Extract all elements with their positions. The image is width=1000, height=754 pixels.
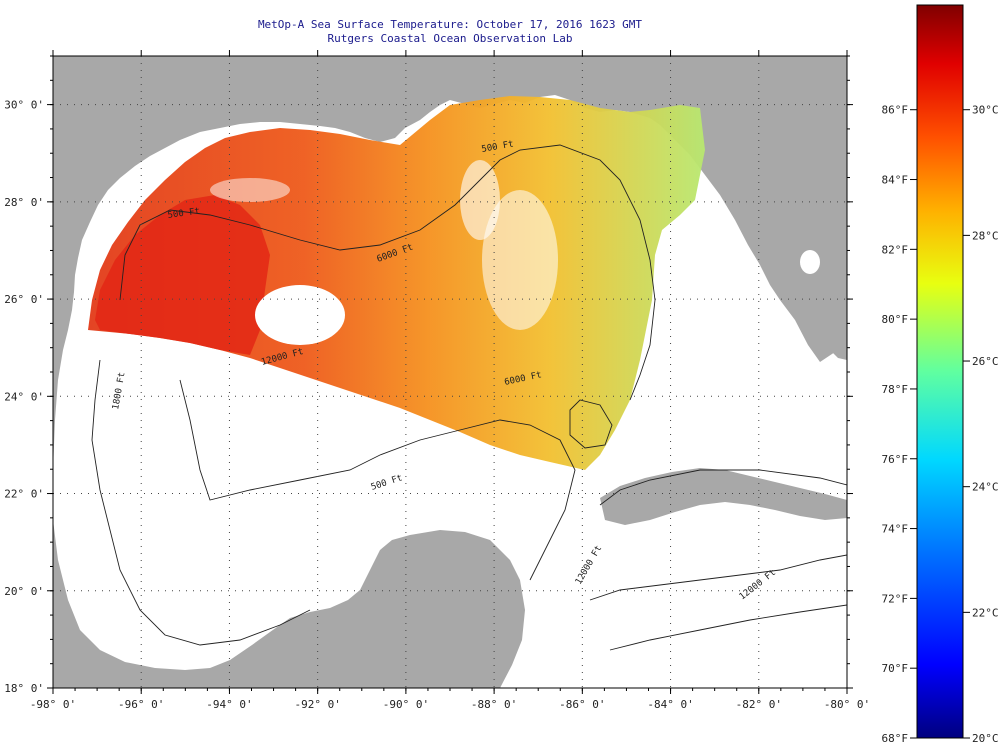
lake-okeechobee (800, 250, 820, 274)
colorbar-c-label: 30°C (972, 104, 999, 117)
x-tick-label: -82° 0' (736, 698, 782, 711)
colorbar-c-label: 28°C (972, 229, 999, 242)
bathymetry-contours (91, 144, 847, 651)
colorbar (916, 4, 964, 739)
colorbar-f-label: 70°F (882, 662, 909, 675)
x-tick-label: -86° 0' (559, 698, 605, 711)
x-tick-label: -96° 0' (118, 698, 164, 711)
x-tick-label: -90° 0' (383, 698, 429, 711)
x-tick-label: -98° 0' (30, 698, 76, 711)
colorbar-f-label: 82°F (882, 243, 909, 256)
sst-warm-core (95, 195, 270, 355)
x-tick-label: -92° 0' (294, 698, 340, 711)
contour-label-500-1: 500 Ft (167, 207, 201, 221)
y-tick-label: 22° 0' (4, 488, 44, 501)
y-tick-label: 26° 0' (4, 293, 44, 306)
colorbar-f-label: 84°F (882, 174, 909, 187)
colorbar-ticks: 68°F 70°F 72°F 74°F 76°F 78°F 80°F 82°F 84°F 86°F… (882, 104, 999, 745)
y-axis: 18° 0' 20° 0' 22° 0' 24° 0' 26° 0' 28° 0' 30° … (4, 55, 853, 695)
colorbar-f-label: 86°F (882, 104, 909, 117)
x-tick-label: -88° 0' (471, 698, 517, 711)
land-yucatan (53, 520, 525, 688)
colorbar-f-label: 78°F (882, 383, 909, 396)
colorbar-c-label: 24°C (972, 481, 999, 494)
land-florida (700, 56, 847, 360)
map-subtitle: Rutgers Coastal Ocean Observation Lab (327, 32, 573, 45)
colorbar-c-label: 22°C (972, 606, 999, 619)
land-cuba (600, 468, 847, 525)
cloud-gap-3 (460, 160, 500, 240)
x-tick-label: -84° 0' (647, 698, 693, 711)
colorbar-f-label: 76°F (882, 453, 909, 466)
y-tick-label: 30° 0' (4, 99, 44, 112)
lat-lon-grid (53, 56, 847, 688)
cloud-gap-2 (482, 190, 558, 330)
y-tick-label: 24° 0' (4, 390, 44, 403)
colorbar-f-label: 72°F (882, 592, 909, 605)
plot-frame (52, 55, 848, 689)
x-axis: -98° 0' -96° 0' -94° 0' -92° 0' -90° 0' -88° … (30, 50, 870, 711)
y-tick-label: 20° 0' (4, 585, 44, 598)
colorbar-f-label: 68°F (882, 732, 909, 745)
cloud-gap-1 (255, 285, 345, 345)
cloud-gap-4 (210, 178, 290, 202)
x-tick-label: -94° 0' (206, 698, 252, 711)
x-tick-label: -80° 0' (824, 698, 870, 711)
y-tick-label: 18° 0' (4, 682, 44, 695)
colorbar-c-label: 26°C (972, 355, 999, 368)
colorbar-f-label: 80°F (882, 313, 909, 326)
y-tick-label: 28° 0' (4, 196, 44, 209)
map-title: MetOp-A Sea Surface Temperature: October… (257, 18, 643, 31)
colorbar-f-label: 74°F (882, 523, 909, 536)
colorbar-c-label: 20°C (972, 732, 999, 745)
